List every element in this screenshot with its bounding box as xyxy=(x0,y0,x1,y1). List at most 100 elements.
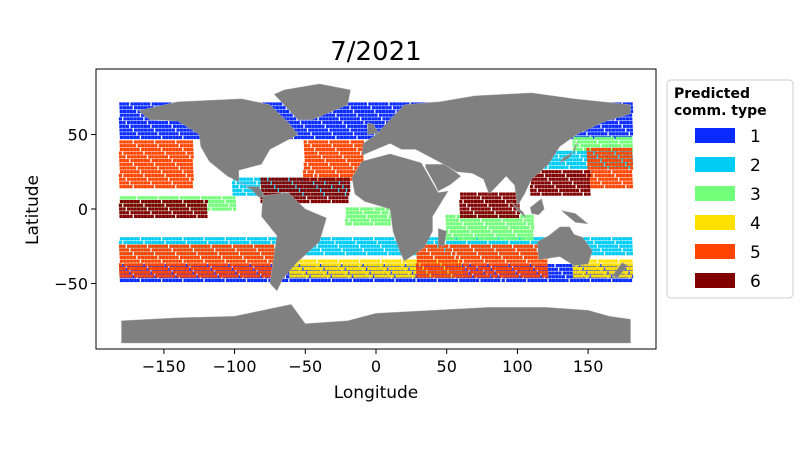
point-type-5-b1-191 xyxy=(437,255,442,260)
point-type-5-b0-196 xyxy=(175,259,179,263)
point-type-5-b1-58 xyxy=(491,270,495,274)
point-type-3-b1-0 xyxy=(345,222,349,226)
point-type-5-b1-292 xyxy=(533,248,537,252)
point-type-5-b0-252 xyxy=(214,255,218,260)
point-type-2-b0-424 xyxy=(593,244,597,248)
point-type-2-b2-28 xyxy=(555,161,559,166)
point-type-5-b1-238 xyxy=(473,252,477,256)
point-type-2-b2-32 xyxy=(569,161,573,166)
point-type-4-b0-79 xyxy=(395,270,399,274)
point-type-5-b0-79 xyxy=(239,270,244,274)
point-type-1-b0-159 xyxy=(168,132,172,136)
point-type-3-b3-37 xyxy=(583,140,587,144)
point-type-5-b1-9 xyxy=(447,274,451,278)
point-type-5-b1-40 xyxy=(427,270,431,274)
point-type-2-b0-715 xyxy=(597,237,601,241)
point-type-1-b0-349 xyxy=(329,128,333,132)
point-type-3-b2-149 xyxy=(530,218,534,222)
point-type-4-b0-155 xyxy=(316,263,321,267)
point-type-1-b1-139 xyxy=(612,278,616,283)
point-type-3-b2-118 xyxy=(509,222,513,226)
point-type-5-b1-161 xyxy=(463,259,467,263)
point-type-5-b0-68 xyxy=(200,270,204,274)
point-type-5-b2-256 xyxy=(133,140,138,144)
point-type-5-b1-133 xyxy=(495,263,499,267)
point-type-5-b0-324 xyxy=(151,248,155,252)
point-type-4-b1-10 xyxy=(607,274,611,278)
point-type-3-b3-25 xyxy=(601,144,605,148)
point-type-4-b0-77 xyxy=(387,270,391,274)
point-type-1-b0-582 xyxy=(126,121,131,125)
point-type-2-b0-582 xyxy=(126,237,130,241)
point-type-5-b0-112 xyxy=(197,266,201,271)
point-type-1-b1-84 xyxy=(416,278,421,283)
point-type-4-b1-66 xyxy=(626,263,630,267)
point-type-5-b0-354 xyxy=(257,248,261,252)
point-type-5-b2-28 xyxy=(143,181,148,185)
point-type-1-b0-285 xyxy=(615,132,619,136)
point-type-5-b0-148 xyxy=(165,263,170,267)
point-type-5-b1-87 xyxy=(461,266,465,271)
point-type-4-b0-178 xyxy=(398,263,402,267)
point-type-1-b0-161 xyxy=(175,132,179,136)
point-type-5-b1-328 xyxy=(529,244,534,248)
point-type-5-b1-283 xyxy=(502,248,506,252)
point-type-2-b0-613 xyxy=(235,237,240,241)
point-type-2-b2-31 xyxy=(566,161,570,166)
point-type-1-b0-12 xyxy=(162,135,166,140)
point-type-3-b1-48 xyxy=(377,211,381,215)
point-type-5-b0-373 xyxy=(164,244,169,248)
point-type-5-b2-24 xyxy=(130,181,134,185)
point-type-5-b2-2 xyxy=(126,185,130,189)
point-type-5-b2-25 xyxy=(133,181,137,185)
point-type-1-b0-594 xyxy=(169,121,173,125)
point-type-5-b0-36 xyxy=(246,274,250,278)
point-type-5-b1-44 xyxy=(440,270,444,274)
point-type-4-b0-25 xyxy=(377,274,381,278)
point-type-4-b0-82 xyxy=(405,270,409,274)
point-type-1-b1-117 xyxy=(534,278,538,283)
point-type-5-b1-124 xyxy=(462,263,466,267)
point-type-1-b1-11 xyxy=(157,278,161,283)
point-type-5-b0-108 xyxy=(182,266,186,271)
point-type-2-b0-476 xyxy=(264,240,268,245)
point-type-5-b1-182 xyxy=(537,259,541,263)
point-type-1-b0-648 xyxy=(360,121,364,125)
point-type-5-b1-173 xyxy=(506,259,510,263)
point-type-1-b1-26 xyxy=(211,278,215,283)
point-type-5-b0-277 xyxy=(144,252,148,256)
point-type-5-b0-157 xyxy=(197,263,201,267)
point-type-5-b2-34 xyxy=(165,181,169,185)
point-type-4-b0-111 xyxy=(334,266,339,271)
point-type-3-b3-64 xyxy=(619,136,623,140)
point-type-1-b0-436 xyxy=(122,124,126,128)
point-type-3-b2-20 xyxy=(515,237,520,241)
point-type-4-b0-230 xyxy=(409,259,413,263)
point-type-5-b0-374 xyxy=(169,244,173,248)
point-type-2-b0-609 xyxy=(221,237,225,241)
point-type-3-b1-37 xyxy=(384,214,388,219)
point-type-3-b0-131 xyxy=(232,196,236,200)
point-type-5-b1-280 xyxy=(491,248,495,252)
point-type-5-b2-9 xyxy=(150,185,154,189)
point-type-1-b1-130 xyxy=(579,278,584,283)
point-type-5-b1-275 xyxy=(474,248,478,252)
point-type-5-b0-303 xyxy=(235,252,239,256)
point-type-5-b2-97 xyxy=(165,170,169,174)
point-type-1-b1-5 xyxy=(136,278,140,283)
point-type-4-b1-34 xyxy=(572,266,576,271)
point-type-2-b0-76 xyxy=(388,252,392,256)
point-type-5-b0-3 xyxy=(129,274,133,278)
point-type-5-b3-13 xyxy=(350,177,354,181)
point-type-3-b0-100 xyxy=(122,196,127,200)
point-type-5-b1-236 xyxy=(466,252,470,256)
point-type-1-b0-435 xyxy=(119,124,123,128)
point-type-5-b0-402 xyxy=(267,244,271,248)
point-type-1-b0-653 xyxy=(378,121,382,125)
point-type-1-b0-781 xyxy=(318,117,323,121)
point-type-5-b1-323 xyxy=(513,244,517,248)
point-type-2-b0-723 xyxy=(625,237,629,241)
point-type-5-b0-172 xyxy=(250,263,254,267)
point-type-5-b2-119 xyxy=(168,166,172,170)
point-type-1-b0-934 xyxy=(346,113,350,117)
